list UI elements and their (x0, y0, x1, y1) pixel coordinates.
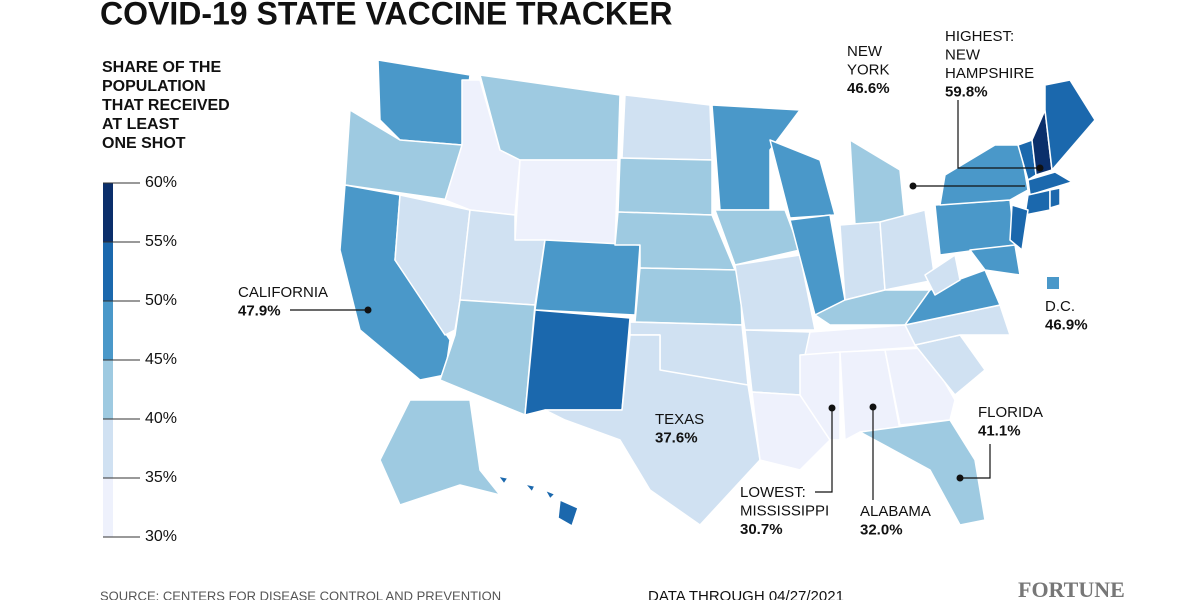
legend-swatch (103, 419, 113, 478)
state (534, 239, 641, 316)
callout-label: NEW (847, 43, 883, 60)
dc-square (1047, 277, 1059, 289)
callout-value: 30.7% (740, 521, 783, 538)
title: COVID-19 STATE VACCINE TRACKER (100, 0, 672, 31)
legend-swatch (103, 183, 113, 242)
leader-line (957, 100, 1040, 169)
state (849, 139, 906, 226)
callout-value: 46.9% (1045, 316, 1088, 333)
state (939, 144, 1029, 206)
state (497, 475, 509, 485)
callout-value: 59.8% (945, 83, 988, 100)
callout-dot (956, 474, 964, 482)
leader-line (960, 444, 991, 479)
callout-label: D.C. (1045, 298, 1075, 315)
state (1024, 189, 1051, 216)
brand: FORTUNE (1018, 577, 1125, 600)
legend: SHARE OF THE POPULATION THAT RECEIVED AT LE… (102, 59, 230, 545)
legend-swatch (103, 360, 113, 419)
state (379, 399, 501, 506)
legend-tick-label: 30% (145, 528, 177, 545)
state (769, 139, 836, 219)
legend-title: THAT RECEIVED (102, 97, 230, 114)
callout-dot (869, 403, 877, 411)
state (617, 157, 713, 216)
state (859, 419, 986, 526)
legend-tick-label: 40% (145, 410, 177, 427)
callout-label: HAMPSHIRE (945, 65, 1034, 82)
callout-label: TEXAS (655, 411, 704, 428)
state (904, 269, 1001, 326)
legend-title: POPULATION (102, 78, 206, 95)
state (1044, 79, 1096, 171)
callout-label: HIGHEST: (945, 28, 1014, 45)
callout-dot (364, 306, 372, 314)
us-map (339, 59, 1096, 527)
data-through: DATA THROUGH 04/27/2021 (648, 588, 844, 600)
legend-tick-label: 55% (145, 233, 177, 250)
callout-label: ALABAMA (860, 503, 931, 520)
state (1009, 204, 1029, 251)
legend-tick-label: 60% (145, 174, 177, 191)
state (479, 74, 621, 161)
callout-dot (1036, 164, 1044, 172)
source: SOURCE: CENTERS FOR DISEASE CONTROL AND … (100, 588, 501, 600)
leader-line (815, 408, 833, 493)
state (514, 159, 619, 246)
callout-label: NEW (945, 46, 981, 63)
state (969, 244, 1021, 276)
state (799, 351, 841, 441)
callout-value: 41.1% (978, 422, 1021, 439)
legend-swatch (103, 478, 113, 537)
state (377, 59, 471, 146)
legend-title: ONE SHOT (102, 135, 186, 152)
legend-title: SHARE OF THE (102, 59, 221, 76)
legend-tick-label: 35% (145, 469, 177, 486)
state (734, 254, 816, 331)
callout-label: YORK (847, 61, 890, 78)
state (544, 489, 556, 500)
callout-dot (828, 404, 836, 412)
state (839, 221, 886, 301)
state (1049, 187, 1061, 209)
state (524, 483, 536, 493)
callout-value: 37.6% (655, 429, 698, 446)
legend-tick-label: 45% (145, 351, 177, 368)
callout-value: 47.9% (238, 302, 281, 319)
state (621, 94, 713, 161)
state (711, 104, 801, 211)
state (524, 309, 631, 416)
callout-dot (909, 182, 917, 190)
callout-value: 46.6% (847, 80, 890, 97)
legend-tick-label: 50% (145, 292, 177, 309)
state (634, 267, 743, 326)
state (1027, 171, 1073, 196)
callout-value: 32.0% (860, 521, 903, 538)
state (924, 254, 961, 296)
callout-label: FLORIDA (978, 404, 1043, 421)
callout-label: CALIFORNIA (238, 284, 328, 301)
state (544, 334, 761, 526)
state (557, 499, 579, 527)
callout-label: MISSISSIPPI (740, 502, 829, 519)
state (439, 299, 536, 416)
legend-swatch (103, 242, 113, 301)
legend-title: AT LEAST (102, 116, 179, 133)
callout-label: LOWEST: (740, 484, 806, 501)
legend-swatch (103, 301, 113, 360)
